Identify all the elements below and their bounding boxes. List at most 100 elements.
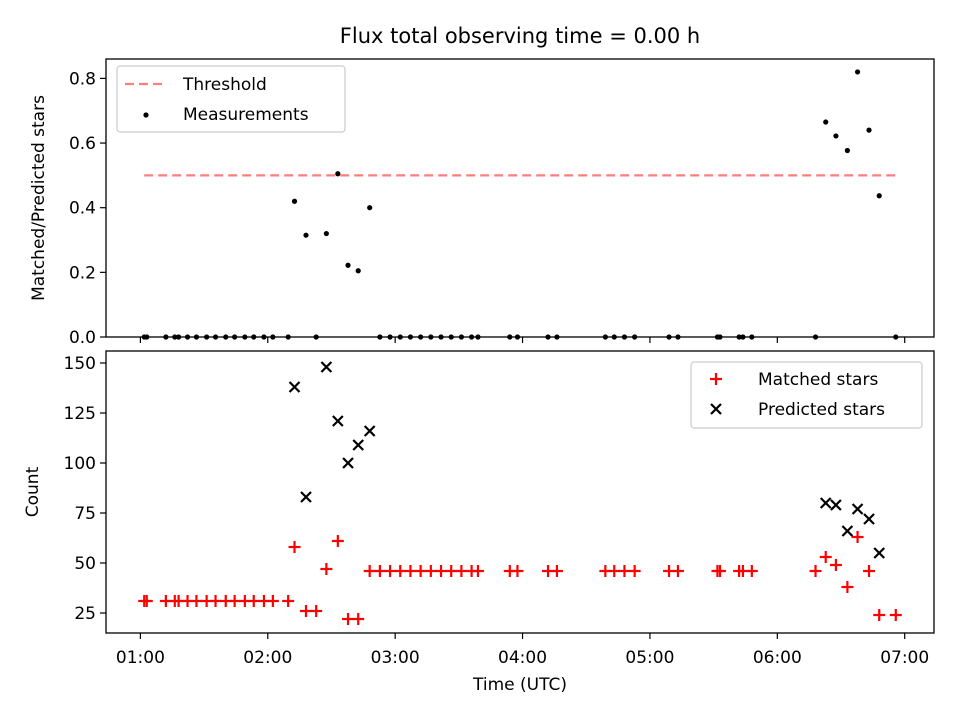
matched-star-point	[363, 565, 376, 577]
predicted-star-point	[320, 361, 333, 373]
bottom-legend: Matched stars Predicted stars	[690, 361, 923, 429]
predicted-star-point	[352, 439, 364, 451]
top-axes-frame	[105, 58, 935, 338]
top-ytick-label-3: 0.6	[69, 134, 96, 154]
bottom-axes-frame	[105, 350, 935, 634]
legend-matched-label: Matched stars	[758, 370, 878, 390]
matched-star-point	[299, 605, 312, 617]
matched-star-point	[282, 595, 295, 607]
matched-star-point	[266, 595, 279, 607]
bottom-xtick-label-2: 03:00	[371, 648, 420, 668]
matched-star-point	[863, 565, 876, 577]
top-ytick-label-4: 0.8	[69, 69, 96, 89]
matched-star-point	[873, 609, 886, 621]
bottom-panel: 25 50 75 100 125 150 01:00 02:00 03:00 04:00 05:0…	[23, 350, 935, 695]
predicted-star-point	[841, 525, 854, 537]
predicted-star-point	[830, 499, 842, 511]
bottom-xtick-label-5: 06:00	[753, 648, 802, 668]
matched-star-point	[819, 551, 832, 563]
top-y-axis-label: Matched/Predicted stars	[29, 95, 49, 301]
measurement-point	[335, 171, 341, 177]
bottom-xtick-label-3: 04:00	[498, 648, 547, 668]
matched-star-point	[404, 565, 417, 577]
matched-star-point	[889, 609, 902, 621]
matched-star-point	[745, 565, 758, 577]
predicted-star-point	[819, 497, 832, 509]
measurement-point	[291, 198, 298, 204]
predicted-star-point	[873, 547, 886, 559]
bottom-x-ticks: 01:00 02:00 03:00 04:00 05:00 06:00 07:00	[116, 633, 929, 668]
matched-star-point	[384, 565, 397, 577]
matched-star-point	[247, 595, 260, 607]
measurement-point	[876, 193, 882, 199]
matched-star-point	[140, 595, 153, 607]
bottom-ytick-label-2: 75	[74, 504, 96, 524]
matched-star-point	[455, 565, 468, 577]
matched-star-point	[618, 565, 631, 577]
bottom-xtick-label-6: 07:00	[880, 648, 929, 668]
top-legend-box	[116, 65, 346, 133]
x-axis-label: Time (UTC)	[472, 675, 567, 695]
matched-star-point	[608, 565, 621, 577]
measurement-point	[854, 69, 861, 75]
matched-star-point	[414, 565, 427, 577]
bottom-xtick-label-4: 05:00	[625, 648, 674, 668]
predicted-star-point	[332, 415, 344, 427]
measurement-point	[833, 133, 839, 139]
legend-predicted-swatch	[710, 403, 722, 415]
matched-star-point	[841, 581, 854, 593]
predicted-star-point	[363, 425, 376, 437]
matched-star-point	[394, 565, 407, 577]
measurement-point	[823, 119, 829, 125]
measurement-point	[844, 147, 850, 154]
top-ytick-label-0: 0.0	[69, 328, 96, 348]
chart-title: Flux total observing time = 0.00 h	[340, 24, 700, 48]
bottom-ytick-label-5: 150	[64, 354, 96, 374]
bottom-y-ticks: 25 50 75 100 125 150	[64, 354, 106, 624]
predicted-stars-points	[288, 361, 886, 559]
matched-star-point	[851, 531, 864, 543]
bottom-ytick-label-0: 25	[74, 604, 96, 624]
matched-star-point	[445, 565, 458, 577]
bottom-ytick-label-3: 100	[64, 454, 96, 474]
top-ytick-label-1: 0.2	[69, 263, 96, 283]
predicted-star-point	[863, 513, 875, 525]
measurement-point	[367, 205, 373, 211]
matched-star-point	[511, 565, 524, 577]
legend-measurements-label: Measurements	[183, 105, 309, 125]
bottom-y-axis-label: Count	[23, 466, 43, 517]
matched-star-point	[373, 565, 386, 577]
bottom-ytick-label-1: 50	[74, 554, 96, 574]
predicted-star-point	[342, 457, 354, 469]
top-legend: Threshold Measurements	[116, 65, 346, 133]
predicted-star-point	[851, 503, 864, 515]
matched-star-point	[550, 565, 563, 577]
matched-star-point	[228, 595, 241, 607]
bottom-xtick-label-1: 02:00	[243, 648, 292, 668]
matched-star-point	[320, 563, 333, 575]
matched-star-point	[310, 605, 323, 617]
matched-star-point	[471, 565, 484, 577]
matched-star-point	[809, 565, 822, 577]
matched-star-point	[713, 565, 726, 577]
legend-predicted-label: Predicted stars	[758, 400, 885, 420]
legend-measurements-swatch	[143, 112, 149, 118]
legend-threshold-label: Threshold	[182, 75, 267, 95]
matched-star-point	[352, 613, 365, 625]
measurement-point	[323, 230, 329, 237]
matched-star-point	[628, 565, 641, 577]
matched-star-point	[424, 565, 437, 577]
predicted-star-point	[300, 491, 312, 503]
top-y-ticks: 0.0 0.2 0.4 0.6 0.8	[69, 69, 106, 348]
matched-star-point	[288, 541, 301, 553]
measurement-point	[345, 262, 351, 268]
measurement-point	[303, 232, 309, 238]
predicted-star-point	[288, 381, 301, 393]
top-ytick-label-2: 0.4	[69, 199, 96, 219]
bottom-ytick-label-4: 125	[64, 404, 96, 424]
top-panel: 0.00.20.40.60.8 Matched/Predicted stars …	[29, 58, 935, 348]
bottom-xtick-label-0: 01:00	[116, 648, 165, 668]
matched-star-point	[190, 595, 203, 607]
legend-matched-swatch	[710, 373, 722, 385]
